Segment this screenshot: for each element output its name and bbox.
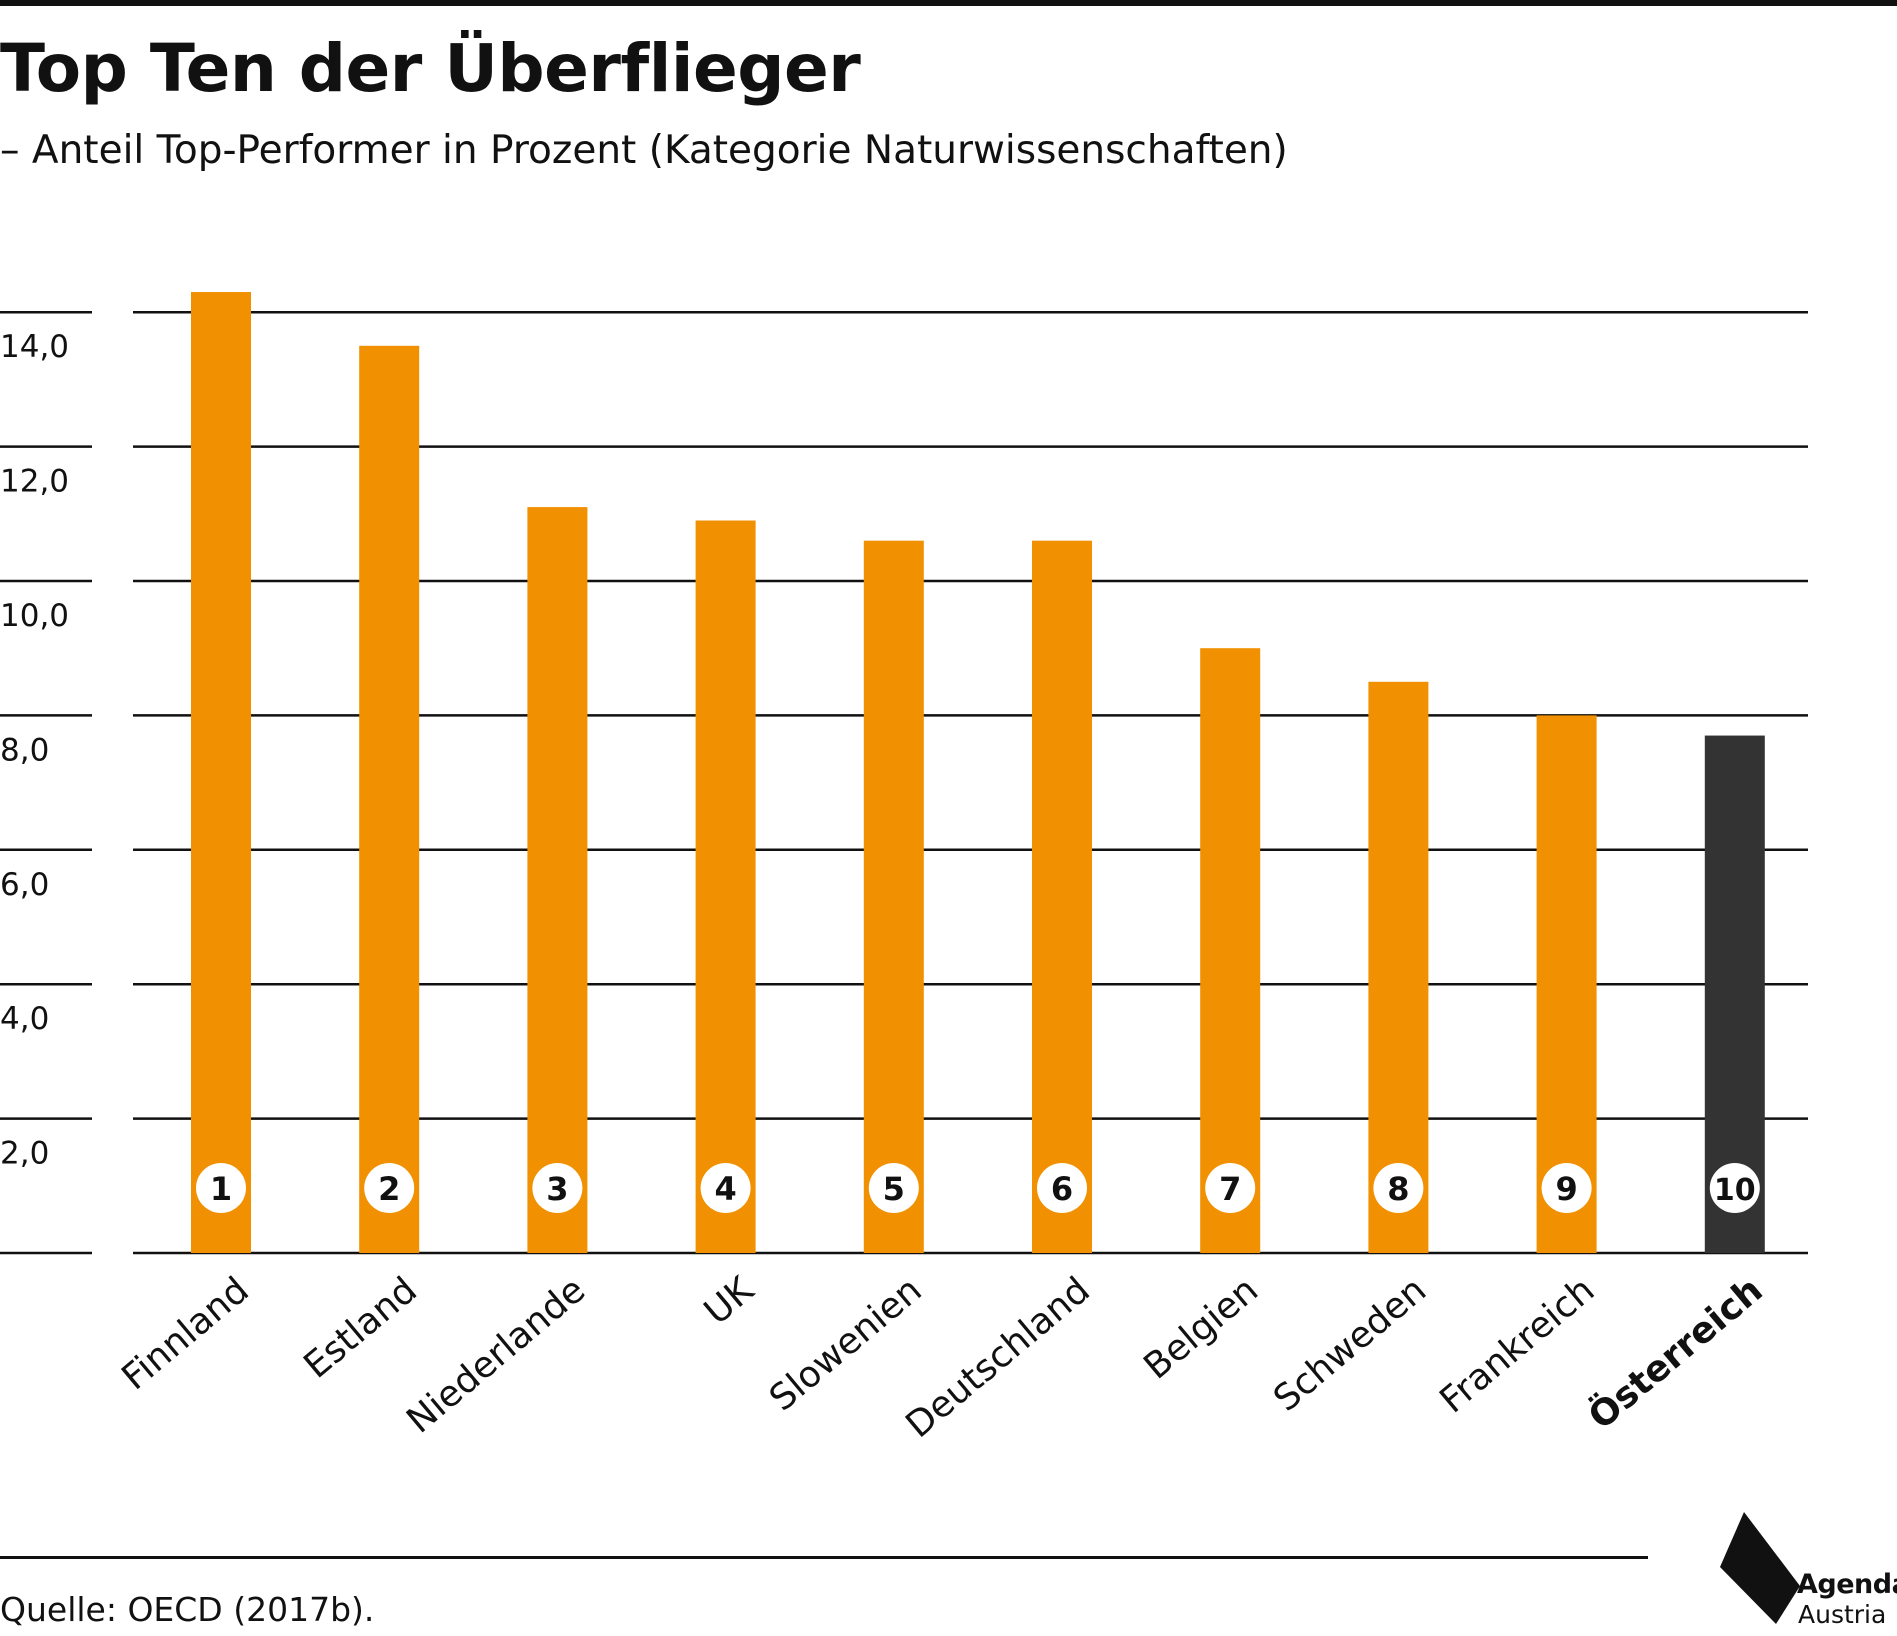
rank-badge: 9 — [1541, 1163, 1592, 1213]
x-category-label: Slowenien — [762, 1269, 930, 1419]
x-category-label: Estland — [296, 1269, 425, 1386]
rank-badge: 3 — [532, 1163, 583, 1213]
chart-title: Top Ten der Überflieger — [0, 30, 861, 107]
rank-badge-circle — [868, 1163, 919, 1213]
top-rule — [0, 0, 1897, 6]
x-category-label: UK — [697, 1269, 763, 1333]
rank-badge: 8 — [1373, 1163, 1424, 1213]
y-tick-label: 4,0 — [0, 1001, 49, 1037]
x-category-label: Frankreich — [1432, 1269, 1602, 1421]
bar-chart: 2,0 4,0 6,0 8,0 10,0 12,0 14,0 1 2 3 4 5 6 7 8 9 10 Fin… — [0, 292, 1808, 1447]
y-tick-label: 8,0 — [0, 732, 49, 768]
logo-text-agenda: Agenda — [1797, 1569, 1897, 1600]
rank-badge-label: 3 — [546, 1170, 568, 1208]
rank-badge: 1 — [196, 1163, 246, 1213]
rank-badge-label: 2 — [378, 1170, 400, 1208]
bar — [1200, 648, 1261, 1253]
rank-badge-circle — [700, 1163, 751, 1213]
y-axis-tick-labels: 2,0 4,0 6,0 8,0 10,0 12,0 14,0 — [0, 329, 69, 1171]
y-tick-label: 10,0 — [0, 598, 69, 634]
rank-badge-label: 10 — [1714, 1173, 1756, 1208]
bar — [1032, 540, 1092, 1253]
bar — [863, 540, 924, 1253]
agenda-austria-logo: Agenda Austria — [1720, 1512, 1897, 1632]
x-category-label: Belgien — [1136, 1269, 1266, 1387]
rank-badge-label: 7 — [1219, 1170, 1241, 1208]
rank-badge: 4 — [700, 1163, 751, 1213]
bar — [527, 507, 588, 1254]
chart-subtitle: – Anteil Top-Performer in Prozent (Kateg… — [0, 128, 1288, 173]
rank-badge-circle — [364, 1163, 415, 1213]
rank-badge-label: 4 — [714, 1170, 736, 1208]
bar — [191, 292, 251, 1253]
rank-badge-circle — [532, 1163, 583, 1213]
x-category-label: Schweden — [1266, 1269, 1434, 1419]
x-category-label: Deutschland — [898, 1269, 1097, 1446]
rank-badge-circle — [1037, 1163, 1087, 1213]
y-tick-label: 2,0 — [0, 1136, 49, 1172]
rank-badge-label: 8 — [1387, 1170, 1409, 1208]
logo-text-austria: Austria — [1798, 1600, 1887, 1629]
source-note: Quelle: OECD (2017b). — [0, 1590, 375, 1629]
rank-badge-circle — [1373, 1163, 1424, 1213]
rank-badge-circle — [1709, 1163, 1760, 1213]
bar — [359, 345, 420, 1253]
logo-mark-icon — [1720, 1512, 1800, 1624]
rank-badge-label: 9 — [1555, 1170, 1577, 1208]
y-tick-label: 6,0 — [0, 867, 49, 903]
x-category-label: Österreich — [1581, 1269, 1771, 1438]
x-category-label: Niederlande — [399, 1269, 593, 1441]
bars — [191, 292, 1765, 1254]
rank-badge: 7 — [1205, 1163, 1256, 1213]
rank-badge-label: 6 — [1051, 1170, 1073, 1208]
rank-badge: 6 — [1037, 1163, 1087, 1213]
bar — [1368, 681, 1429, 1253]
bar — [695, 520, 756, 1253]
footer-rule — [0, 1556, 1648, 1559]
y-tick-label: 14,0 — [0, 329, 69, 365]
rank-badge-label: 5 — [883, 1170, 905, 1208]
rank-badge-circle — [1205, 1163, 1256, 1213]
rank-badges: 1 2 3 4 5 6 7 8 9 10 — [196, 1163, 1760, 1213]
rank-badge: 10 — [1709, 1163, 1760, 1213]
rank-badge: 5 — [868, 1163, 919, 1213]
rank-badge: 2 — [364, 1163, 415, 1213]
rank-badge-circle — [1541, 1163, 1592, 1213]
x-category-label: Finnland — [114, 1269, 256, 1398]
rank-badge-label: 1 — [210, 1170, 232, 1208]
rank-badge-circle — [196, 1163, 246, 1213]
y-tick-label: 12,0 — [0, 464, 69, 500]
